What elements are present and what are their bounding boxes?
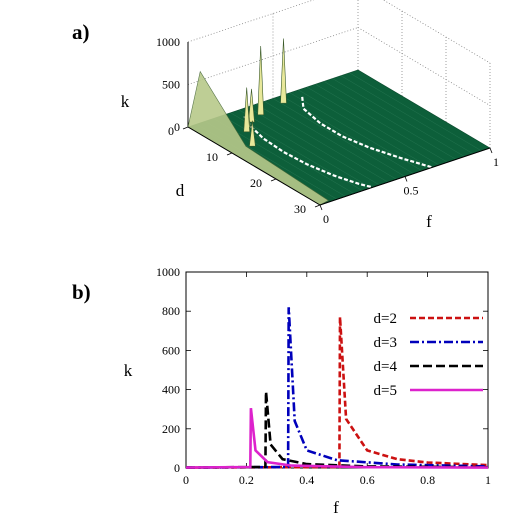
panel-b-label: b) <box>72 280 91 304</box>
surface-peak <box>248 88 255 123</box>
surface-chart: 0 500 1000 0 10 20 30 0 0.5 1 k d f <box>121 0 499 231</box>
surface-mesh <box>281 95 414 174</box>
surface-mesh <box>298 89 431 169</box>
surface-mesh <box>323 81 457 160</box>
y-tick-label: 1000 <box>156 265 180 279</box>
surface-mesh <box>315 84 448 163</box>
surface-mesh <box>349 72 482 152</box>
y-tick-label: 0 <box>174 461 180 475</box>
x-tick-label: 1 <box>493 155 499 169</box>
panel-a-label: a) <box>72 20 90 44</box>
y-tick-label: 200 <box>162 422 180 436</box>
y-axis-title: d <box>176 181 185 200</box>
x-tick-label: 0.4 <box>299 473 314 487</box>
y-tick-label: 800 <box>162 304 180 318</box>
plot-frame <box>185 271 489 469</box>
x-tick <box>489 147 493 154</box>
x-tick <box>319 204 323 211</box>
x-tick-label: 0 <box>183 473 189 487</box>
y-tick <box>226 152 233 156</box>
y-axis-title: k <box>124 361 133 380</box>
surface-mesh <box>247 106 380 186</box>
x-tick-label: 0 <box>323 212 329 226</box>
surface-peak <box>257 45 265 116</box>
x-axis-title: f <box>333 498 339 517</box>
legend-label: d=3 <box>374 335 397 351</box>
surface-peak <box>249 120 256 147</box>
x-tick-label: 0.8 <box>420 473 435 487</box>
series-line-d=5 <box>185 408 489 469</box>
y-tick-label: 400 <box>162 383 180 397</box>
legend-label: d=2 <box>374 311 397 327</box>
series-line-d=4 <box>185 391 489 469</box>
y-tick <box>270 178 277 182</box>
x-axis-title: f <box>426 212 432 231</box>
y-axis <box>187 126 321 206</box>
surface-mesh <box>340 75 474 154</box>
y-tick <box>182 126 189 130</box>
y-tick-label: 20 <box>250 176 262 190</box>
legend-label: d=4 <box>374 359 398 375</box>
y-tick-label: 0 <box>168 124 174 138</box>
y-tick-label: 30 <box>294 202 306 216</box>
surface-mesh <box>255 104 389 183</box>
z-tick-label: 0 <box>174 120 180 134</box>
x-tick <box>404 176 408 182</box>
series-line-d=3 <box>185 307 489 469</box>
z-axis-title: k <box>121 92 130 111</box>
y-tick <box>314 204 321 208</box>
y-tick-label: 600 <box>162 343 180 357</box>
surface-peak <box>280 38 287 104</box>
series-line-d=2 <box>185 317 489 469</box>
z-tick-label: 1000 <box>156 35 180 49</box>
x-tick-label: 0.6 <box>360 473 375 487</box>
legend-label: d=5 <box>374 383 397 399</box>
surface-wall <box>187 70 330 206</box>
y-tick-label: 10 <box>206 150 218 164</box>
x-tick-label: 0.5 <box>404 184 419 198</box>
z-tick-label: 500 <box>162 78 180 92</box>
x-tick-label: 1 <box>485 473 491 487</box>
surface-peak <box>243 87 251 133</box>
surface-mesh <box>332 78 465 157</box>
surface-mesh <box>272 98 406 177</box>
surface-mesh <box>264 101 397 180</box>
critical-curve <box>301 96 433 169</box>
surface-mesh <box>238 109 372 189</box>
x-tick-label: 0.2 <box>239 473 254 487</box>
surface-mesh <box>306 86 440 166</box>
